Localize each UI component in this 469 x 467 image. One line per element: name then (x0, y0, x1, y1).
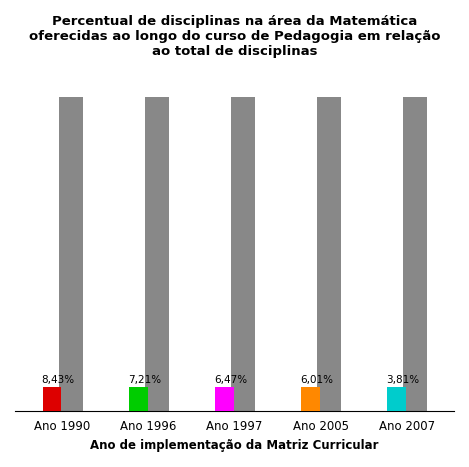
Bar (231, 98, 255, 410)
Bar (129, 387, 148, 410)
Text: 7,21%: 7,21% (128, 375, 161, 385)
Title: Percentual de disciplinas na área da Matemática
oferecidas ao longo do curso de : Percentual de disciplinas na área da Mat… (29, 15, 440, 58)
Bar (43, 387, 61, 410)
Text: 6,47%: 6,47% (214, 375, 247, 385)
Bar (301, 387, 320, 410)
Bar (403, 98, 427, 410)
Bar (387, 387, 406, 410)
X-axis label: Ano de implementação da Matriz Curricular: Ano de implementação da Matriz Curricula… (90, 439, 379, 452)
Text: 8,43%: 8,43% (42, 375, 75, 385)
Bar (59, 98, 83, 410)
Text: 3,81%: 3,81% (386, 375, 419, 385)
Bar (317, 98, 341, 410)
Text: 6,01%: 6,01% (300, 375, 333, 385)
Bar (145, 98, 169, 410)
Bar (215, 387, 234, 410)
